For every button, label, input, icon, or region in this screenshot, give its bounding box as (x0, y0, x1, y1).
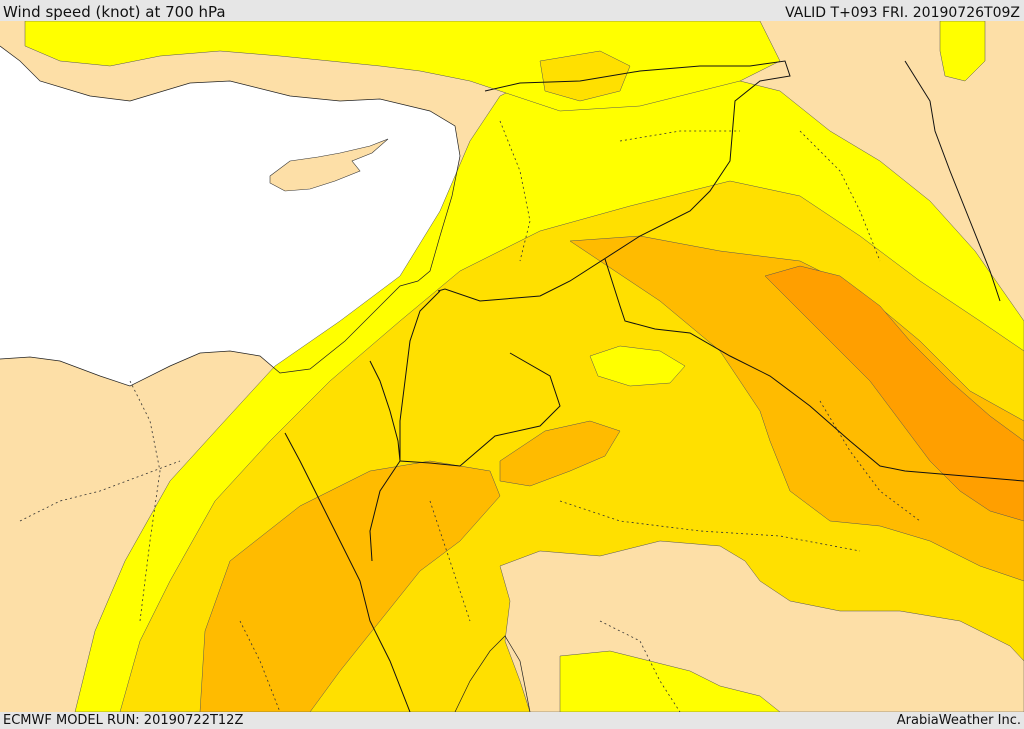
coastlines (0, 45, 531, 712)
wind-band-1-ne (939, 21, 986, 82)
cyprus-island (269, 138, 389, 192)
weather-map (0, 21, 1024, 712)
wind-band-3 (199, 460, 501, 712)
footer-bar: ECMWF MODEL RUN: 20190722T12Z ArabiaWeat… (0, 712, 1024, 729)
wind-band-3-mid (499, 420, 621, 487)
mediterranean-sea (0, 46, 460, 386)
map-canvas (0, 21, 1024, 712)
province-borders (19, 120, 921, 712)
model-run: ECMWF MODEL RUN: 20190722T12Z (3, 713, 244, 728)
wind-band-3-east (569, 235, 1024, 582)
wind-band-4 (764, 265, 1024, 522)
country-borders (284, 60, 1024, 712)
header-bar: Wind speed (knot) at 700 hPa VALID T+093… (0, 0, 1024, 21)
wind-band-1-patch (589, 345, 686, 387)
wind-band-1-south (559, 650, 781, 712)
wind-band-2-ne (539, 50, 631, 102)
credit-text: ArabiaWeather Inc. (896, 713, 1021, 728)
map-title: Wind speed (knot) at 700 hPa (3, 3, 226, 21)
valid-time: VALID T+093 FRI. 20190726T09Z (785, 5, 1020, 21)
